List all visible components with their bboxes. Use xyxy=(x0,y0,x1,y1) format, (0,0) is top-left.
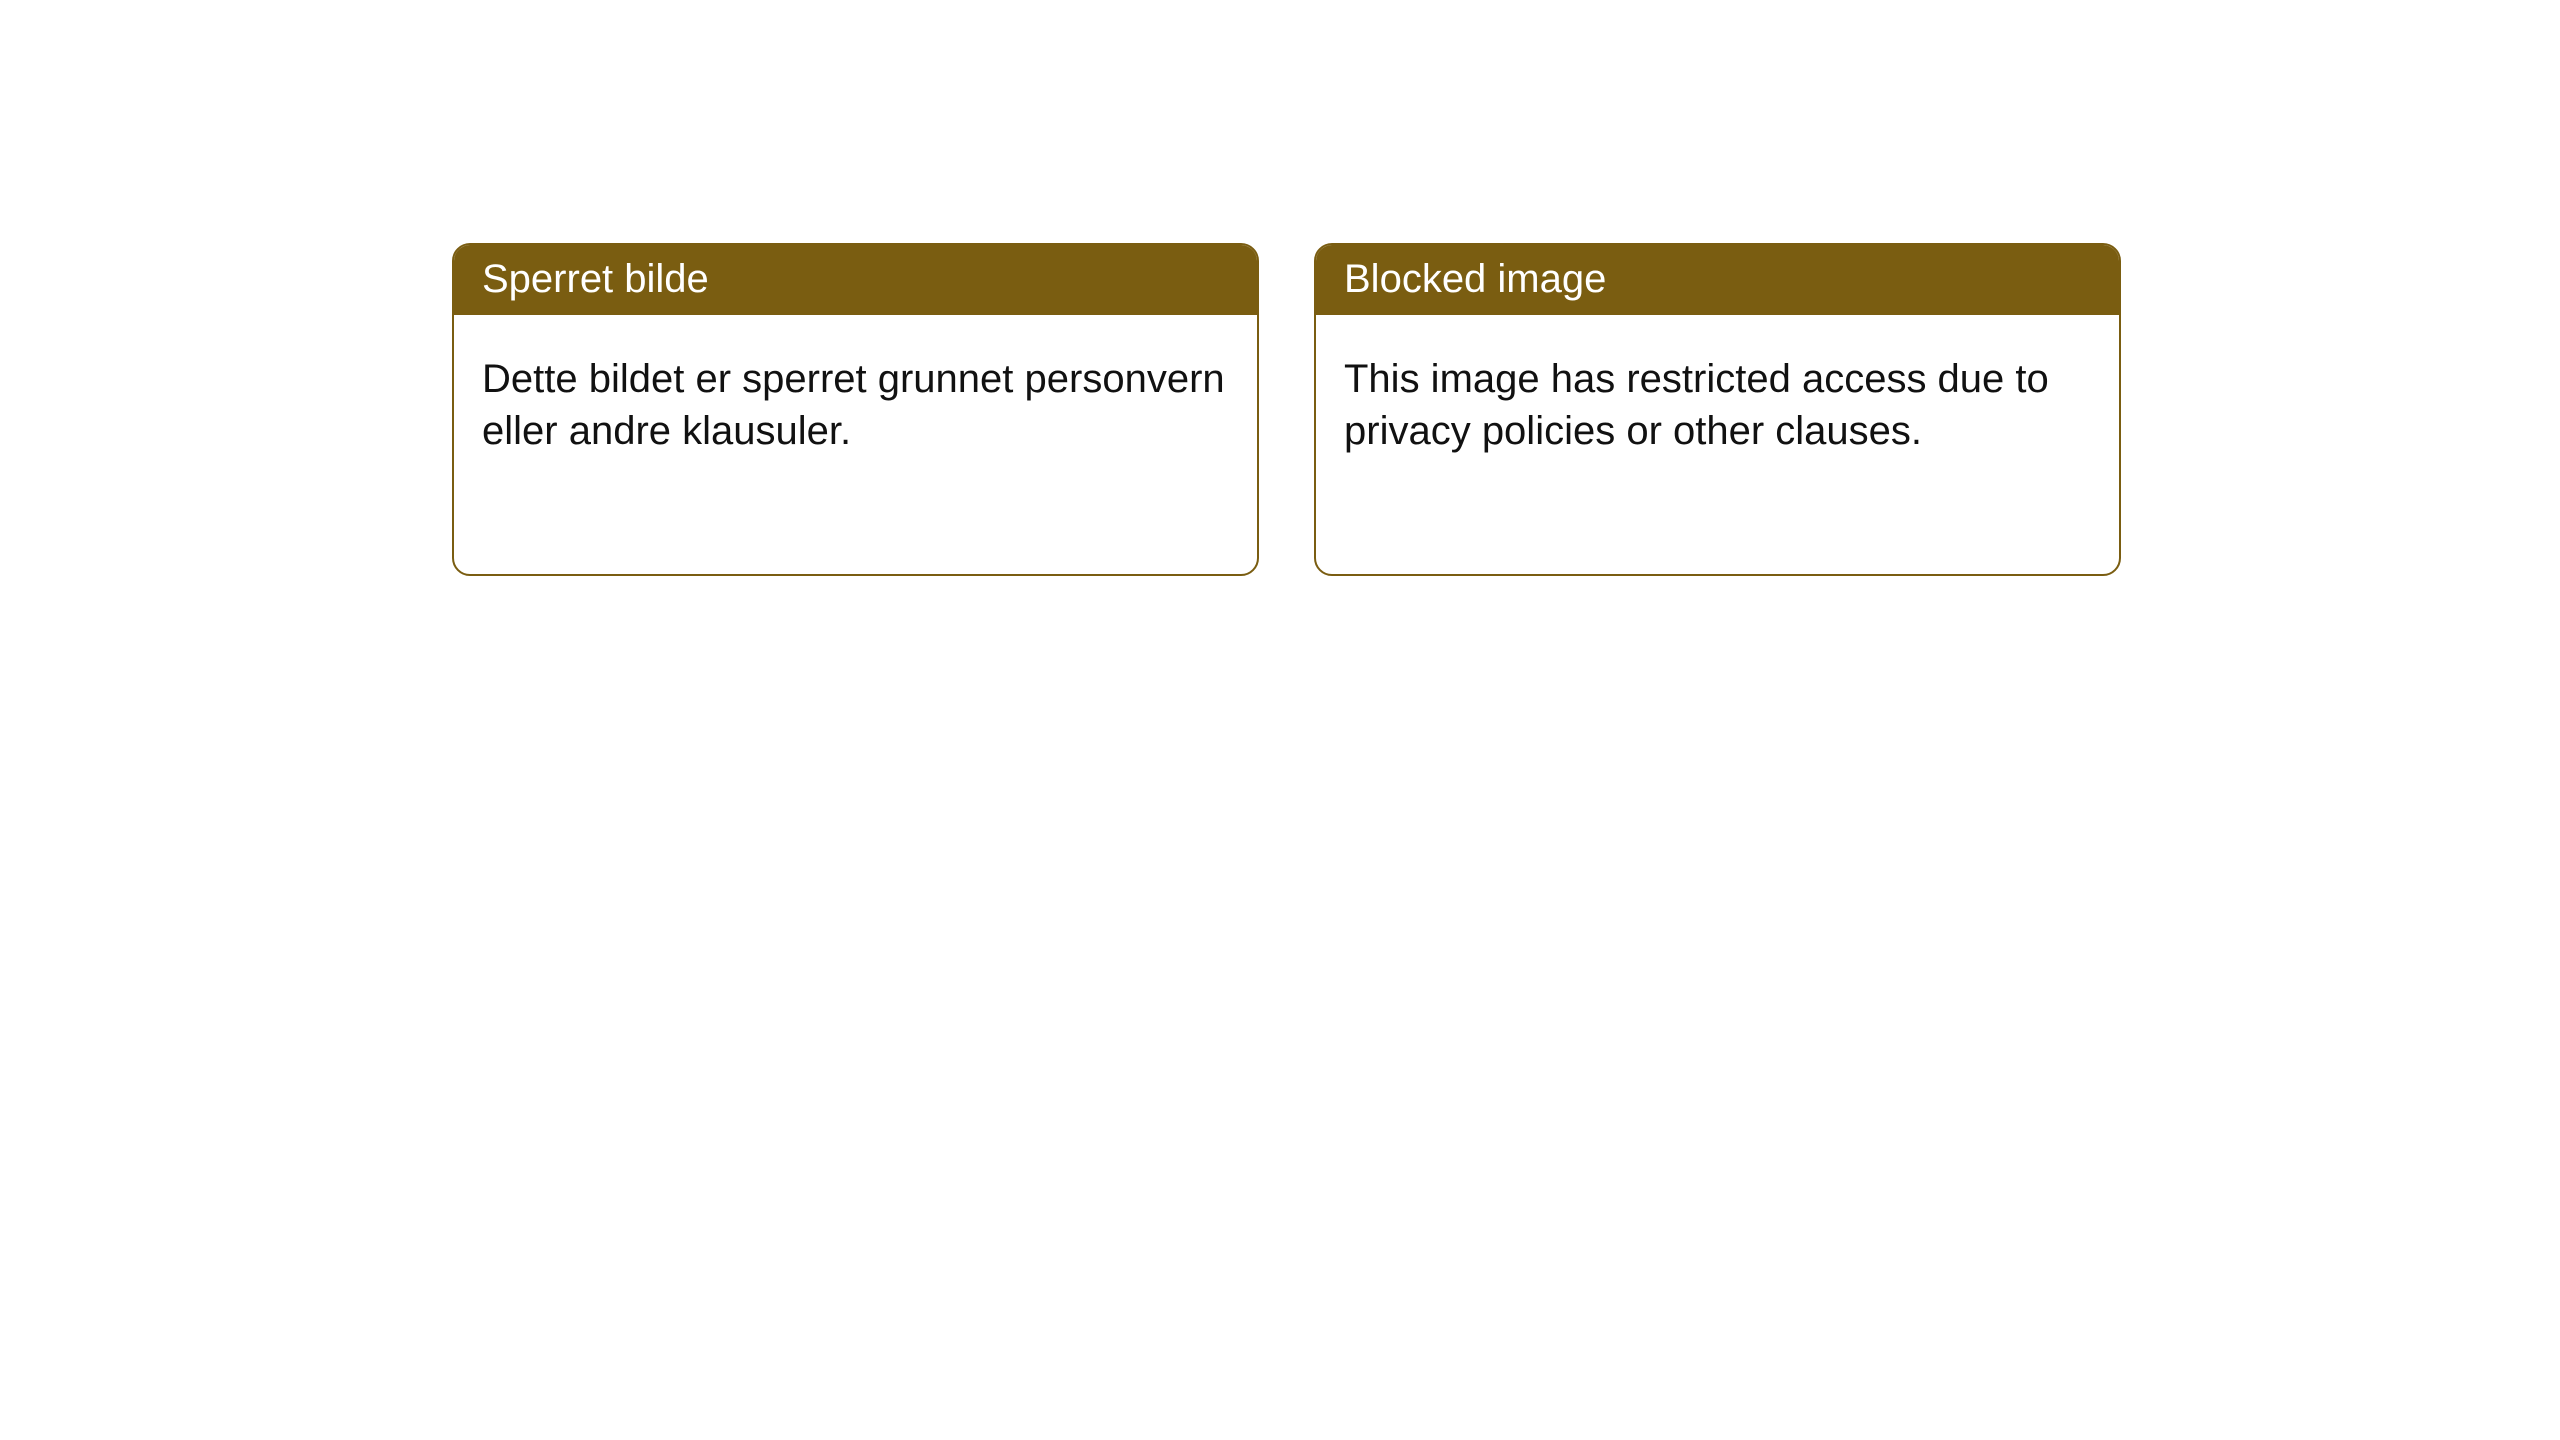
notice-title-norwegian: Sperret bilde xyxy=(454,245,1257,315)
notice-container: Sperret bilde Dette bildet er sperret gr… xyxy=(0,0,2560,576)
notice-body-norwegian: Dette bildet er sperret grunnet personve… xyxy=(454,315,1257,485)
notice-card-english: Blocked image This image has restricted … xyxy=(1314,243,2121,576)
notice-title-english: Blocked image xyxy=(1316,245,2119,315)
notice-card-norwegian: Sperret bilde Dette bildet er sperret gr… xyxy=(452,243,1259,576)
notice-body-english: This image has restricted access due to … xyxy=(1316,315,2119,485)
